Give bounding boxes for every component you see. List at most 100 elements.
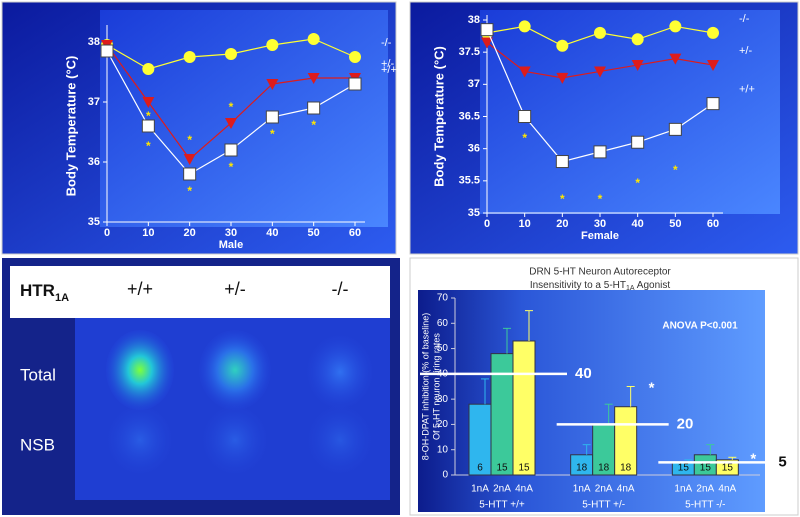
y-tick-label: 50 bbox=[437, 343, 449, 354]
marker bbox=[266, 79, 279, 90]
series-label: +/- bbox=[381, 58, 394, 70]
x-tick-label: 20 bbox=[556, 218, 568, 230]
annotation: * bbox=[750, 450, 756, 467]
x-tick-label: 4nA bbox=[617, 484, 635, 495]
x-tick-label: 40 bbox=[266, 227, 278, 239]
marker bbox=[593, 145, 607, 159]
genotype: -/- bbox=[332, 279, 349, 299]
reference-label: 40 bbox=[575, 365, 592, 382]
annotation: * bbox=[560, 192, 565, 206]
marker bbox=[518, 66, 531, 78]
gene-label: HTR1A bbox=[20, 281, 69, 303]
marker bbox=[307, 73, 320, 84]
y-tick-label: 36 bbox=[88, 156, 100, 168]
row-label: Total bbox=[20, 365, 56, 384]
marker bbox=[183, 51, 196, 63]
y-tick-label: 60 bbox=[437, 318, 449, 329]
y-tick-label: 20 bbox=[437, 419, 449, 430]
marker bbox=[265, 110, 279, 124]
x-tick-label: 10 bbox=[519, 218, 531, 230]
x-category-label: 5-HTT -/- bbox=[685, 500, 725, 511]
x-tick-label: 40 bbox=[632, 218, 644, 230]
reference-label: 20 bbox=[677, 415, 694, 432]
y-tick-label: 70 bbox=[437, 293, 449, 304]
marker bbox=[631, 60, 644, 72]
annotation: * bbox=[187, 184, 192, 198]
header-strip bbox=[10, 266, 390, 318]
marker bbox=[307, 101, 321, 115]
x-tick-label: 10 bbox=[142, 227, 154, 239]
marker bbox=[706, 97, 720, 111]
y-axis-label: Of 5-HT neuron firing rates bbox=[431, 333, 441, 440]
x-tick-label: 0 bbox=[484, 218, 490, 230]
x-tick-label: 2nA bbox=[696, 484, 714, 495]
title-part: 1A bbox=[626, 285, 635, 292]
y-tick-label: 10 bbox=[437, 444, 449, 455]
y-tick-label: 35 bbox=[88, 216, 100, 228]
title-part: Insensitivity to a 5-HT bbox=[530, 280, 626, 291]
x-tick-label: 30 bbox=[594, 218, 606, 230]
x-tick-label: 1nA bbox=[573, 484, 591, 495]
marker bbox=[141, 119, 155, 133]
series-label: +/+ bbox=[739, 84, 755, 96]
annotation: * bbox=[146, 109, 151, 123]
marker bbox=[707, 26, 719, 39]
y-tick-label: 36 bbox=[468, 143, 480, 155]
genotype: +/- bbox=[224, 279, 246, 299]
marker bbox=[266, 39, 279, 51]
n-label: 15 bbox=[722, 463, 734, 474]
marker bbox=[594, 66, 606, 78]
annotation: * bbox=[649, 379, 655, 396]
y-tick-label: 37.5 bbox=[459, 46, 480, 58]
marker bbox=[555, 155, 569, 169]
n-label: 15 bbox=[518, 463, 530, 474]
x-tick-label: 50 bbox=[308, 227, 320, 239]
x-tick-label: 4nA bbox=[515, 484, 533, 495]
x-category-label: 5-HTT +/+ bbox=[479, 500, 525, 511]
n-label: 6 bbox=[477, 463, 483, 474]
stat-label: ANOVA P<0.001 bbox=[662, 321, 738, 332]
marker bbox=[480, 23, 494, 37]
x-tick-label: 2nA bbox=[493, 484, 511, 495]
x-axis-label: Male bbox=[219, 239, 243, 251]
y-axis-label: 8-OH-DPAT inhibition (% of baseline) bbox=[420, 313, 430, 461]
annotation: * bbox=[146, 139, 151, 153]
y-tick-label: 35 bbox=[468, 207, 480, 219]
n-label: 18 bbox=[620, 463, 632, 474]
series-label: -/- bbox=[381, 37, 392, 49]
x-tick-label: 0 bbox=[104, 227, 110, 239]
series-label: +/- bbox=[739, 45, 752, 57]
marker bbox=[668, 122, 682, 136]
y-tick-label: 30 bbox=[437, 394, 449, 405]
x-tick-label: 4nA bbox=[718, 484, 736, 495]
annotation: * bbox=[635, 176, 640, 190]
marker bbox=[100, 44, 114, 58]
annotation: * bbox=[187, 133, 192, 147]
reference-label: 5 bbox=[778, 453, 786, 470]
marker bbox=[224, 143, 238, 157]
marker bbox=[142, 97, 155, 108]
brain-images bbox=[106, 330, 374, 476]
annotation: * bbox=[598, 192, 603, 206]
genotype: +/+ bbox=[127, 279, 153, 299]
bar bbox=[490, 353, 514, 476]
marker bbox=[307, 33, 320, 45]
row-label: NSB bbox=[20, 435, 55, 454]
n-label: 15 bbox=[700, 463, 712, 474]
n-label: 18 bbox=[598, 463, 610, 474]
marker bbox=[631, 33, 644, 46]
annotation: * bbox=[522, 131, 527, 145]
series-label: -/- bbox=[739, 13, 750, 25]
chart-title: DRN 5-HT Neuron Autoreceptor bbox=[529, 267, 671, 278]
marker bbox=[183, 154, 196, 165]
marker bbox=[142, 63, 155, 75]
annotation: * bbox=[311, 118, 316, 132]
marker bbox=[225, 48, 237, 60]
y-tick-label: 37 bbox=[88, 96, 100, 108]
marker bbox=[183, 167, 197, 181]
marker bbox=[669, 20, 682, 33]
title-part: Agonist bbox=[635, 280, 671, 291]
y-axis-label: Body Temperature (°C) bbox=[431, 46, 446, 187]
x-tick-label: 1nA bbox=[471, 484, 489, 495]
